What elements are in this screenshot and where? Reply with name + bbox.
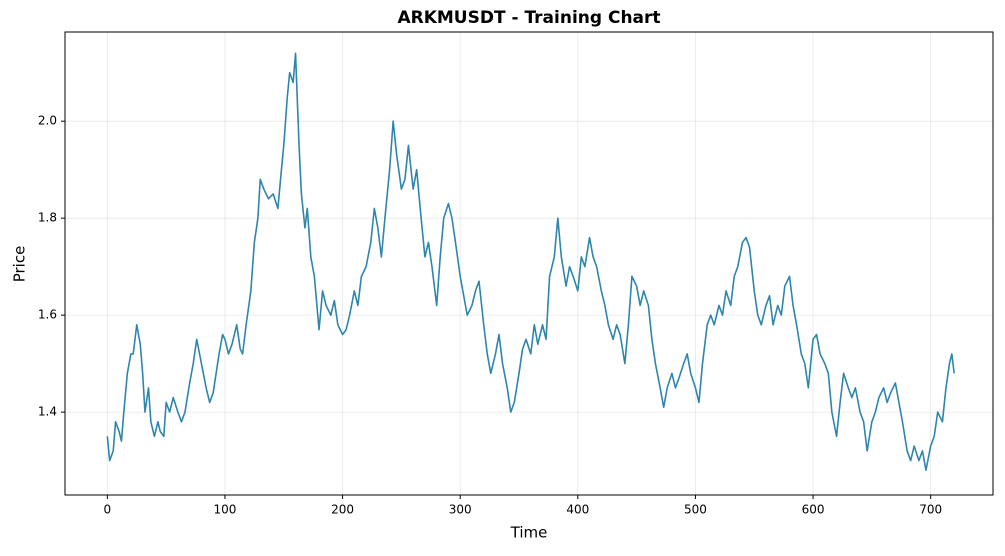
x-tick-label: 700 <box>919 503 942 517</box>
x-tick-label: 400 <box>566 503 589 517</box>
price-line <box>106 52 955 472</box>
x-tick-label: 100 <box>214 503 237 517</box>
y-tick-label: 2.0 <box>38 114 57 128</box>
x-axis-label: Time <box>510 524 548 542</box>
x-tick-label: 300 <box>449 503 472 517</box>
plot-frame <box>64 31 994 496</box>
y-tick-label: 1.6 <box>38 308 57 322</box>
x-tick-label: 500 <box>684 503 707 517</box>
x-tick-label: 600 <box>802 503 825 517</box>
x-tick-label: 0 <box>104 503 112 517</box>
y-tick-label: 1.8 <box>38 211 57 225</box>
chart-title: ARKMUSDT - Training Chart <box>397 8 660 28</box>
x-tick-label: 200 <box>331 503 354 517</box>
y-tick-label: 1.4 <box>38 405 57 419</box>
y-axis-label: Price <box>11 246 29 283</box>
